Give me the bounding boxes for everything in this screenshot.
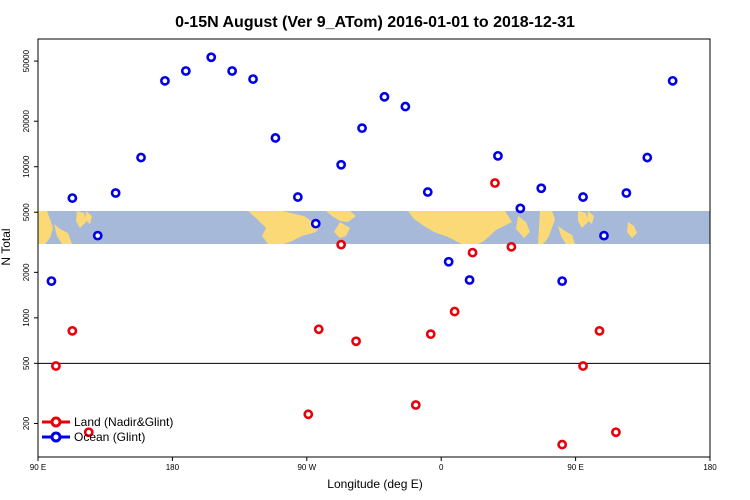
land-point: [449, 306, 460, 317]
ocean-band: [38, 211, 710, 244]
land-point: [67, 325, 78, 336]
ocean-point: [493, 150, 503, 161]
y-tick-label: 2000: [22, 263, 31, 281]
ocean-point: [357, 123, 367, 134]
x-tick-label: 180: [166, 463, 180, 472]
land-point: [506, 241, 517, 252]
ocean-point: [578, 192, 588, 202]
land-mass: [538, 211, 555, 244]
legend-land-marker: [50, 416, 62, 428]
land-point: [303, 409, 314, 420]
ocean-point: [422, 187, 433, 197]
legend-land-label: Land (Nadir&Glint): [74, 415, 173, 429]
x-tick-label: 180: [703, 463, 717, 472]
ocean-point: [642, 152, 653, 163]
data-points: [46, 52, 678, 450]
land-point: [410, 400, 421, 410]
ocean-point: [443, 256, 454, 267]
land-mass: [85, 211, 92, 224]
land-point: [351, 336, 361, 347]
ocean-point: [248, 74, 258, 84]
land-mass: [38, 211, 53, 244]
y-tick-label: 200: [22, 416, 31, 430]
legend-ocean-label: Ocean (Glint): [74, 430, 145, 444]
map-strip: [38, 211, 710, 244]
land-masses: [38, 211, 637, 244]
ocean-point: [621, 188, 632, 198]
y-tick-label: 5000: [22, 203, 31, 221]
y-tick-label: 500: [22, 356, 31, 370]
legend: Land (Nadir&Glint) Ocean (Glint): [42, 415, 173, 444]
ocean-point: [599, 230, 609, 241]
ocean-point: [557, 276, 568, 287]
land-point: [313, 324, 324, 335]
ocean-point: [336, 159, 347, 170]
ocean-point: [310, 218, 321, 229]
ocean-point: [270, 133, 281, 143]
land-point: [557, 439, 568, 450]
y-tick-label: 10000: [22, 155, 31, 178]
land-point: [83, 427, 94, 438]
ocean-point: [92, 230, 103, 241]
x-tick-label: 0: [439, 463, 444, 472]
ocean-point: [292, 192, 303, 202]
ocean-point: [227, 66, 238, 76]
y-tick-label: 1000: [22, 308, 31, 326]
x-axis: 90 E 180 90 W 0 90 E 180: [30, 457, 717, 472]
y-tick-label: 50000: [22, 49, 31, 72]
land-mass: [516, 216, 530, 238]
chart-title: 0-15N August (Ver 9_ATom) 2016-01-01 to …: [175, 14, 575, 31]
land-point: [490, 178, 500, 188]
y-axis-label: N Total: [0, 228, 13, 265]
land-point: [467, 247, 478, 258]
ocean-point: [464, 275, 475, 285]
ocean-point: [136, 152, 146, 163]
land-mass: [558, 226, 575, 244]
land-mass: [627, 222, 637, 238]
legend-ocean-marker: [50, 431, 62, 443]
land-mass: [248, 211, 320, 244]
ocean-point: [515, 203, 526, 214]
land-mass: [587, 211, 594, 224]
ocean-point: [67, 193, 78, 203]
ocean-point: [160, 75, 170, 86]
ocean-point: [206, 52, 217, 63]
ocean-point: [667, 75, 678, 86]
ocean-point: [379, 91, 390, 102]
y-axis: 200 500 1000 2000 5000 10000 20000 50000: [22, 49, 38, 430]
land-point: [611, 427, 621, 438]
x-tick-label: 90 W: [297, 463, 316, 472]
land-point: [594, 325, 605, 336]
land-point: [51, 361, 61, 371]
ocean-point: [400, 101, 411, 112]
x-axis-label: Longitude (deg E): [327, 477, 422, 491]
land-point: [578, 361, 588, 371]
x-tick-label: 90 E: [567, 463, 583, 472]
land-mass: [54, 224, 72, 244]
ocean-point: [46, 276, 57, 287]
x-tick-label: 90 E: [30, 463, 46, 472]
land-mass: [76, 211, 86, 228]
land-mass: [578, 211, 588, 228]
land-point: [425, 329, 436, 340]
ocean-point: [110, 188, 121, 198]
land-mass: [326, 211, 356, 222]
land-mass: [408, 211, 512, 244]
land-point: [336, 239, 347, 250]
ocean-point: [536, 183, 547, 194]
y-tick-label: 20000: [22, 110, 31, 133]
ocean-point: [180, 66, 191, 76]
plot-frame: [37, 38, 711, 458]
land-mass: [334, 222, 350, 238]
